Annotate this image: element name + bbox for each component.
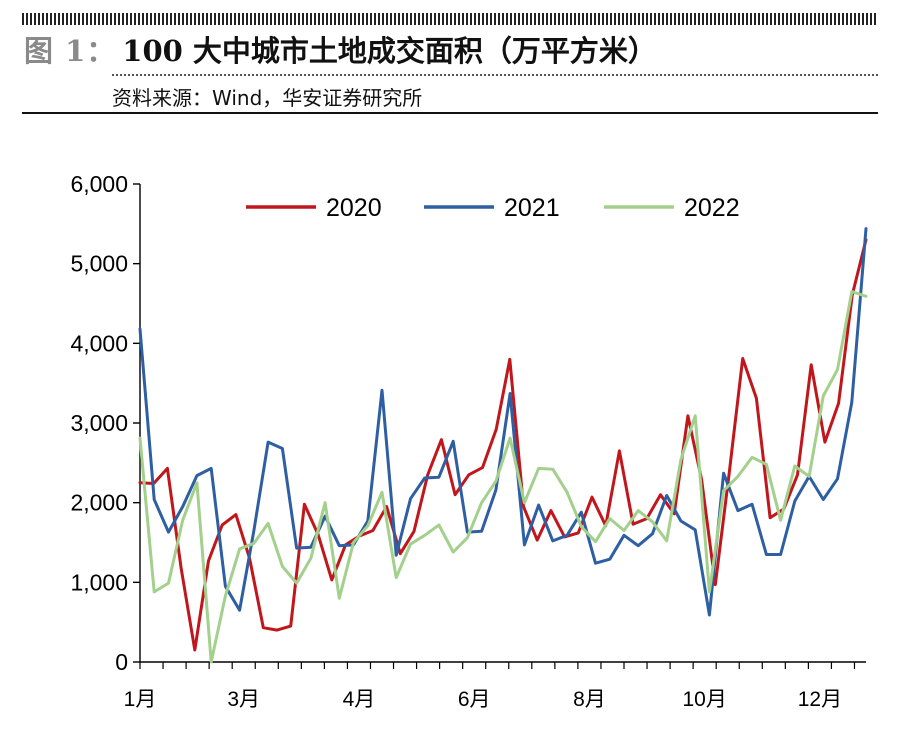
series-line-2021 (138, 227, 868, 617)
figure-label: 图 1： (24, 34, 117, 68)
source-note: 资料来源：Wind，华安证券研究所 (112, 86, 423, 110)
y-tick-label: 0 (115, 649, 128, 675)
y-tick-label: 5,000 (70, 251, 128, 277)
x-tick-label: 4月 (343, 688, 376, 711)
y-tick-label: 2,000 (70, 490, 128, 516)
legend-label-2022: 2022 (684, 194, 740, 222)
x-tick-label: 1月 (124, 688, 157, 711)
x-tick-label: 10月 (682, 688, 726, 711)
y-tick-label: 3,000 (70, 410, 128, 436)
x-tick-label: 12月 (798, 688, 842, 711)
y-tick-label: 1,000 (70, 569, 128, 595)
series-line-2022 (138, 290, 868, 664)
title-divider-dotted (112, 74, 878, 76)
legend-label-2020: 2020 (326, 194, 382, 222)
chart-legend: 2020 2021 2022 (246, 194, 740, 222)
series-line-2020 (138, 238, 868, 652)
chart-axes: 0 1,000 2,000 3,000 4,000 5,000 6,000 1月 3月 4月 6月 8… (70, 171, 866, 711)
header-bottom-rule (22, 112, 878, 114)
legend-label-2021: 2021 (504, 194, 560, 222)
y-tick-label: 6,000 (70, 171, 128, 197)
chart-series-lines (138, 227, 868, 664)
x-tick-label: 3月 (227, 688, 260, 711)
x-tick-label: 8月 (573, 688, 606, 711)
header-top-hatch (22, 13, 878, 25)
x-tick-label: 6月 (458, 688, 491, 711)
figure-title-row: 图 1： 100 大中城市土地成交面积（万平方米） (24, 28, 657, 68)
figure-title: 100 大中城市土地成交面积（万平方米） (122, 34, 657, 68)
y-tick-label: 4,000 (70, 330, 128, 356)
